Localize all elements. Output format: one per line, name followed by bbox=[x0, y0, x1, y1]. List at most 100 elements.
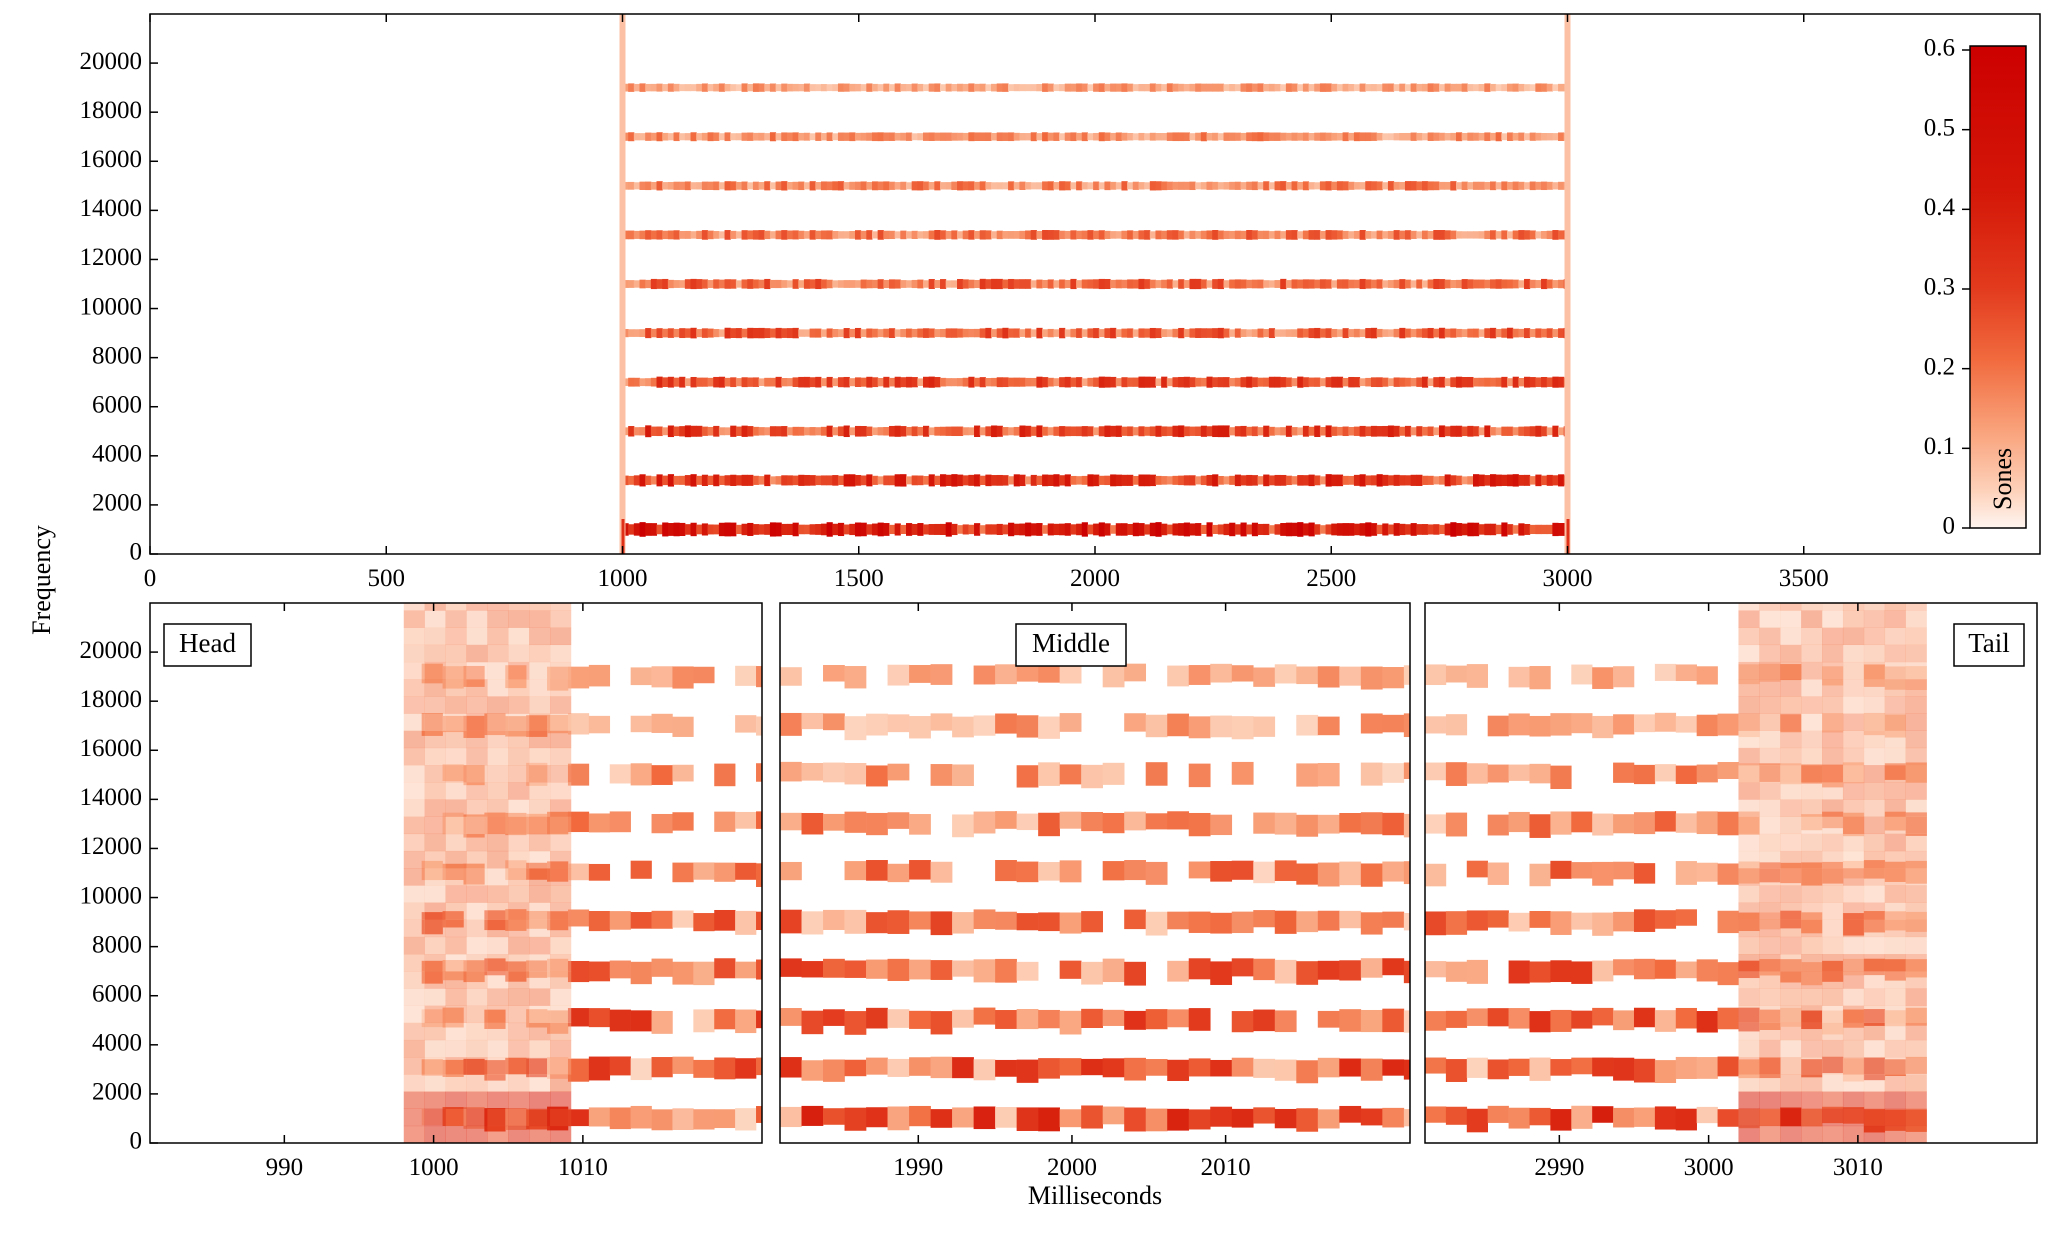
spectrogram-cell bbox=[662, 522, 669, 537]
spectrogram-cell bbox=[871, 427, 879, 436]
spectrogram-cell bbox=[1473, 377, 1480, 387]
spectrogram-cell bbox=[1444, 378, 1451, 387]
spectrogram-cell bbox=[1115, 83, 1122, 92]
middle-cell bbox=[1403, 913, 1410, 931]
spectrogram-cell bbox=[1308, 133, 1315, 141]
spectrogram-cell bbox=[923, 425, 930, 437]
head-transient-cell bbox=[445, 1108, 467, 1127]
spectrogram-cell bbox=[639, 522, 646, 537]
spectrogram-cell bbox=[894, 182, 901, 190]
spectrogram-cell bbox=[730, 328, 737, 338]
head-transient-cell bbox=[403, 713, 425, 731]
tail-cell bbox=[1613, 1057, 1635, 1081]
head-y-tick-label: 10000 bbox=[80, 882, 143, 909]
spectrogram-cell bbox=[1285, 522, 1293, 537]
spectrogram-cell bbox=[622, 378, 629, 386]
spectrogram-cell bbox=[1308, 377, 1315, 387]
spectrogram-cell bbox=[1076, 476, 1083, 485]
spectrogram-cell bbox=[662, 328, 669, 338]
spectrogram-cell bbox=[786, 181, 794, 190]
head-transient-cell bbox=[445, 799, 467, 817]
spectrogram-cell bbox=[940, 182, 947, 190]
head-transient-cell bbox=[424, 730, 446, 749]
spectrogram-cell bbox=[1484, 181, 1491, 190]
spectrogram-cell bbox=[1348, 426, 1355, 436]
middle-cell bbox=[952, 912, 974, 934]
head-transient-cell bbox=[424, 902, 446, 920]
spectrogram-cell bbox=[1200, 475, 1208, 486]
middle-cell bbox=[909, 1105, 931, 1127]
middle-cell bbox=[1296, 961, 1319, 985]
middle-cell bbox=[1102, 663, 1125, 688]
tail-transient-cell bbox=[1822, 833, 1844, 852]
tail-transient-cell bbox=[1759, 627, 1781, 646]
spectrogram-cell bbox=[1501, 474, 1508, 486]
head-transient-cell bbox=[424, 1022, 446, 1041]
spectrogram-cell bbox=[752, 475, 760, 485]
spectrogram-cell bbox=[843, 231, 850, 239]
spectrogram-cell bbox=[1308, 230, 1315, 240]
spectrogram-cell bbox=[1064, 329, 1071, 337]
spectrogram-cell bbox=[1376, 181, 1383, 191]
head-transient-cell bbox=[424, 954, 446, 972]
tail-transient-cell bbox=[1884, 747, 1906, 766]
spectrogram-cell bbox=[832, 523, 839, 536]
tail-cell bbox=[1466, 1057, 1488, 1078]
tail-cell bbox=[1466, 664, 1488, 688]
spectrogram-cell bbox=[934, 523, 941, 535]
head-transient-cell bbox=[424, 1108, 446, 1127]
spectrogram-cell bbox=[888, 377, 896, 387]
spectrogram-cell bbox=[1161, 426, 1168, 437]
spectrogram-cell bbox=[1416, 524, 1423, 535]
spectrogram-cell bbox=[1042, 426, 1049, 436]
spectrogram-cell bbox=[650, 83, 658, 92]
spectrogram-cell bbox=[917, 231, 924, 239]
spectrogram-cell bbox=[1098, 329, 1105, 338]
spectrogram-cell bbox=[820, 84, 828, 92]
spectrogram-cell bbox=[735, 328, 743, 339]
tail-transient-cell bbox=[1863, 1022, 1886, 1041]
spectrogram-cell bbox=[1546, 230, 1553, 240]
spectrogram-cell bbox=[1478, 329, 1485, 337]
spectrogram-cell bbox=[1359, 474, 1366, 487]
spectrogram-cell bbox=[758, 524, 765, 535]
spectrogram-cell bbox=[1019, 133, 1026, 141]
head-transient-cell bbox=[424, 1039, 446, 1058]
spectrogram-cell bbox=[1189, 133, 1196, 141]
middle-cell bbox=[1231, 716, 1254, 740]
tail-cell bbox=[1487, 1105, 1509, 1123]
tail-transient-cell bbox=[1738, 747, 1760, 766]
spectrogram-cell bbox=[940, 474, 947, 487]
tail-transient-cell bbox=[1780, 799, 1802, 817]
tail-cell bbox=[1425, 1057, 1447, 1074]
spectrogram-cell bbox=[1144, 230, 1151, 240]
tail-transient-cell bbox=[1842, 661, 1865, 680]
spectrogram-cell bbox=[1234, 279, 1242, 289]
middle-cell bbox=[1059, 664, 1082, 684]
spectrogram-cell bbox=[974, 425, 981, 437]
tail-transient-cell bbox=[1842, 627, 1865, 646]
spectrogram-cell bbox=[1546, 377, 1553, 387]
spectrogram-cell bbox=[1535, 280, 1542, 288]
spectrogram-cell bbox=[1370, 231, 1378, 239]
middle-cell bbox=[801, 961, 824, 978]
spectrogram-cell bbox=[1365, 522, 1372, 537]
spectrogram-cell bbox=[917, 378, 924, 386]
spectrogram-cell bbox=[639, 378, 646, 387]
spectrogram-cell bbox=[1387, 425, 1395, 438]
tail-x-tick-label: 2990 bbox=[1534, 1154, 1584, 1181]
spectrogram-cell bbox=[1212, 474, 1219, 487]
full-y-tick-label: 2000 bbox=[92, 490, 142, 517]
tail-transient-cell bbox=[1759, 713, 1781, 731]
spectrogram-cell bbox=[1223, 328, 1230, 338]
middle-cell bbox=[801, 762, 824, 781]
spectrogram-cell bbox=[1433, 328, 1440, 338]
spectrogram-cell bbox=[1121, 377, 1128, 388]
spectrogram-cell bbox=[1070, 132, 1077, 142]
spectrogram-cell bbox=[962, 328, 969, 338]
spectrogram-cell bbox=[1183, 475, 1190, 486]
tail-transient-cell bbox=[1884, 1039, 1906, 1058]
spectrogram-cell bbox=[1325, 230, 1332, 240]
spectrogram-cell bbox=[1336, 523, 1344, 536]
spectrogram-cell bbox=[911, 181, 918, 191]
